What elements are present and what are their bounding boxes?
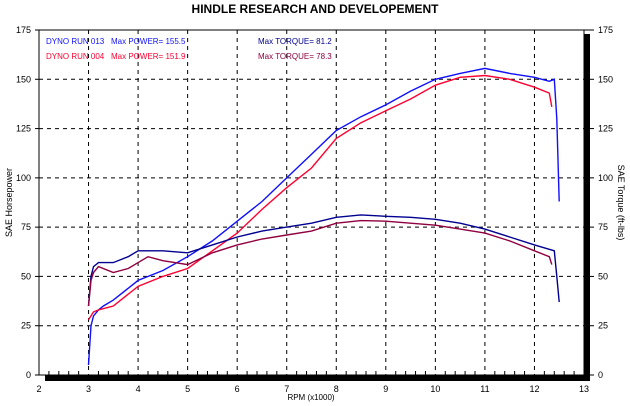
- y2-tick-label: 150: [598, 74, 613, 84]
- y-tick-label: 150: [16, 74, 31, 84]
- legend-max-power: Max POWER= 151.9: [111, 52, 186, 61]
- x-tick-label: 6: [235, 384, 240, 394]
- series-line-1: [87, 74, 553, 321]
- series-line-2: [87, 214, 560, 307]
- x-tick-label: 9: [383, 384, 388, 394]
- x-tick-label: 4: [136, 384, 141, 394]
- y-tick-label: 75: [21, 222, 31, 232]
- y-tick-label: 0: [26, 370, 31, 380]
- plot-area: [38, 29, 585, 376]
- chart-title: HINDLE RESEARCH AND DEVELOPEMENT: [192, 2, 440, 16]
- y2-axis-label: SAE Torque (ft-lbs): [616, 165, 626, 241]
- x-tick-label: 10: [430, 384, 440, 394]
- series-line-0: [87, 67, 560, 366]
- y2-tick-label: 175: [598, 25, 613, 35]
- x-axis-label: RPM (x1000): [287, 393, 334, 402]
- y2-tick-label: 125: [598, 124, 613, 134]
- x-tick-label: 7: [284, 384, 289, 394]
- legend-max-torque: Max TORQUE= 78.3: [258, 52, 332, 61]
- x-tick-label: 11: [480, 384, 489, 394]
- x-tick-label: 5: [185, 384, 190, 394]
- y-tick-label: 25: [21, 321, 31, 331]
- x-tick-label: 3: [86, 384, 91, 394]
- y2-tick-label: 25: [598, 321, 608, 331]
- y2-tick-label: 0: [598, 370, 603, 380]
- legend-max-torque: Max TORQUE= 81.2: [258, 37, 332, 46]
- y-tick-label: 100: [16, 173, 31, 183]
- y-tick-label: 50: [21, 271, 31, 281]
- y2-tick-label: 50: [598, 271, 608, 281]
- x-tick-label: 2: [36, 384, 41, 394]
- frame-shadow-bottom: [45, 375, 590, 381]
- x-tick-label: 8: [334, 384, 339, 394]
- y-tick-label: 125: [16, 124, 31, 134]
- legend-max-power: Max POWER= 155.5: [111, 37, 186, 46]
- frame-shadow-right: [584, 34, 590, 381]
- y-tick-label: 175: [16, 25, 31, 35]
- legend-run: DYNO RUN 013: [46, 37, 105, 46]
- x-tick-label: 13: [579, 384, 589, 394]
- legend-run: DYNO RUN 004: [46, 52, 105, 61]
- y2-tick-label: 75: [598, 222, 608, 232]
- x-tick-label: 12: [529, 384, 539, 394]
- y-axis-label: SAE Horsepower: [4, 168, 14, 237]
- series-line-3: [87, 219, 553, 307]
- y2-tick-label: 100: [598, 173, 613, 183]
